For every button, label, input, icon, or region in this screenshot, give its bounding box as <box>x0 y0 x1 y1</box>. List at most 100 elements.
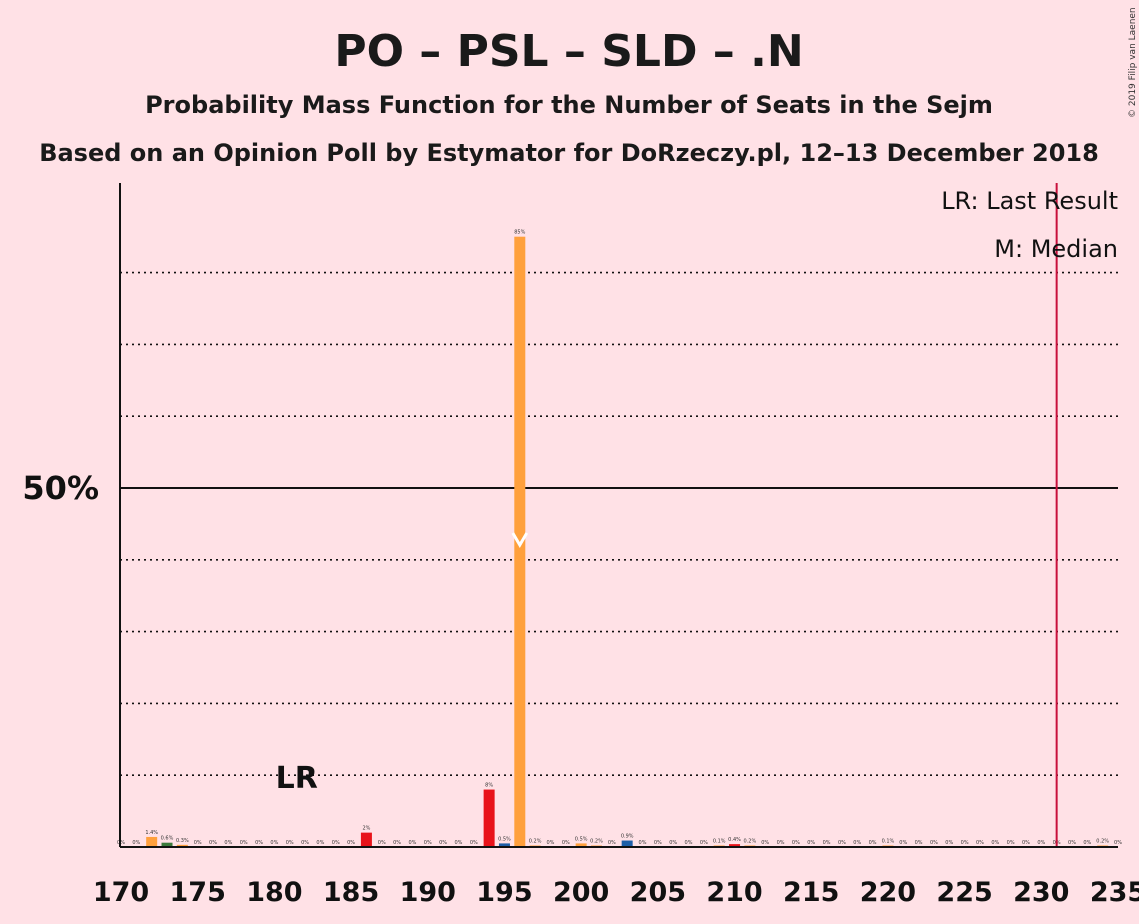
bar-label-201: 0.2% <box>590 839 603 845</box>
bar-label-205: 0% <box>654 840 662 846</box>
bar-label-177: 0% <box>224 840 232 846</box>
bar-200 <box>575 843 587 847</box>
x-tick-195: 195 <box>476 877 532 908</box>
x-tick-170: 170 <box>93 877 149 908</box>
bar-label-197: 0.2% <box>529 839 542 845</box>
bar-label-216: 0% <box>823 840 831 846</box>
bar-195 <box>498 843 510 847</box>
legend-last-result: LR: Last Result <box>941 187 1118 215</box>
bar-174 <box>176 844 188 847</box>
bar-label-187: 0% <box>378 840 386 846</box>
median-marker <box>511 532 529 548</box>
markers-group: LR <box>276 183 1058 847</box>
x-tick-labels: 170 175 180 185 190 195 200 205 210 215 220 225 230 2… <box>93 877 1139 908</box>
bar-label-198: 0% <box>547 840 555 846</box>
bar-label-214: 0% <box>792 840 800 846</box>
bar-label-203: 0.9% <box>621 834 634 840</box>
bar-label-226: 0% <box>976 840 984 846</box>
x-tick-220: 220 <box>860 877 916 908</box>
bar-label-233: 0% <box>1083 840 1091 846</box>
bars-group <box>146 236 1109 847</box>
bar-label-223: 0% <box>930 840 938 846</box>
bar-label-184: 0% <box>332 840 340 846</box>
bar-label-190: 0% <box>424 840 432 846</box>
bar-196 <box>514 236 526 847</box>
bar-label-210: 0.4% <box>728 837 741 843</box>
bar-label-189: 0% <box>408 840 416 846</box>
bar-label-222: 0% <box>915 840 923 846</box>
bar-label-181: 0% <box>286 840 294 846</box>
bar-label-209: 0.1% <box>713 839 726 845</box>
bar-172 <box>146 836 158 847</box>
bar-label-215: 0% <box>807 840 815 846</box>
x-tick-190: 190 <box>400 877 456 908</box>
gridlines <box>120 271 1118 777</box>
bar-label-182: 0% <box>301 840 309 846</box>
bar-label-207: 0% <box>685 840 693 846</box>
x-tick-210: 210 <box>706 877 762 908</box>
bar-label-188: 0% <box>393 840 401 846</box>
bar-label-232: 0% <box>1068 840 1076 846</box>
x-tick-225: 225 <box>936 877 992 908</box>
bar-label-173: 0.6% <box>161 836 174 842</box>
bar-173 <box>161 842 173 847</box>
bar-label-192: 0% <box>454 840 462 846</box>
bar-label-229: 0% <box>1022 840 1030 846</box>
y-tick-label-50: 50% <box>22 469 99 507</box>
bar-label-211: 0.2% <box>744 839 757 845</box>
bar-label-193: 0% <box>470 840 478 846</box>
bar-label-218: 0% <box>853 840 861 846</box>
bar-label-200: 0.5% <box>575 836 588 842</box>
legend-median: M: Median <box>994 235 1118 263</box>
bar-194 <box>483 789 495 847</box>
bar-labels-group: 0% 0% 1.4%0.6%0.3% 0% 0% 0% 0% 0% 0% 0% 0% 0% 0% 0% 2%… <box>117 230 1122 846</box>
bar-label-202: 0% <box>608 840 616 846</box>
bar-label-234: 0.2% <box>1096 839 1109 845</box>
bar-label-219: 0% <box>869 840 877 846</box>
bar-label-208: 0% <box>700 840 708 846</box>
bar-label-199: 0% <box>562 840 570 846</box>
bar-label-227: 0% <box>991 840 999 846</box>
x-tick-235: 235 <box>1090 877 1139 908</box>
chart-title: PO – PSL – SLD – .N <box>334 26 803 77</box>
bar-label-172: 1.4% <box>145 830 158 836</box>
bar-label-206: 0% <box>669 840 677 846</box>
bar-label-176: 0% <box>209 840 217 846</box>
x-tick-230: 230 <box>1013 877 1069 908</box>
bar-label-183: 0% <box>316 840 324 846</box>
bar-label-220: 0.1% <box>882 839 895 845</box>
x-tick-205: 205 <box>630 877 686 908</box>
chart-subtitle-poll: Based on an Opinion Poll by Estymator fo… <box>39 139 1099 167</box>
bar-label-196: 85% <box>514 230 525 236</box>
bar-label-225: 0% <box>961 840 969 846</box>
bar-label-179: 0% <box>255 840 263 846</box>
bar-label-228: 0% <box>1007 840 1015 846</box>
bar-label-174: 0.3% <box>176 838 189 844</box>
x-tick-180: 180 <box>246 877 302 908</box>
bar-210 <box>729 844 741 847</box>
bar-label-221: 0% <box>899 840 907 846</box>
chart-subtitle: Probability Mass Function for the Number… <box>145 91 993 119</box>
bar-label-185: 0% <box>347 840 355 846</box>
bar-label-204: 0% <box>639 840 647 846</box>
bar-label-175: 0% <box>194 840 202 846</box>
bar-label-235: 0% <box>1114 840 1122 846</box>
bar-label-230: 0% <box>1037 840 1045 846</box>
bar-label-195: 0.5% <box>498 836 511 842</box>
bar-label-217: 0% <box>838 840 846 846</box>
bar-label-213: 0% <box>777 840 785 846</box>
bar-label-171: 0% <box>132 840 140 846</box>
bar-label-170: 0% <box>117 840 125 846</box>
x-tick-185: 185 <box>323 877 379 908</box>
bar-label-186: 2% <box>362 826 370 832</box>
last-result-marker: LR <box>276 761 318 796</box>
bar-label-178: 0% <box>240 840 248 846</box>
bar-label-212: 0% <box>761 840 769 846</box>
copyright-notice: © 2019 Filip van Laenen <box>1128 7 1138 118</box>
bar-label-191: 0% <box>439 840 447 846</box>
bar-label-180: 0% <box>270 840 278 846</box>
bar-203 <box>621 840 633 847</box>
bar-label-194: 8% <box>485 783 493 789</box>
bar-186 <box>360 832 372 847</box>
